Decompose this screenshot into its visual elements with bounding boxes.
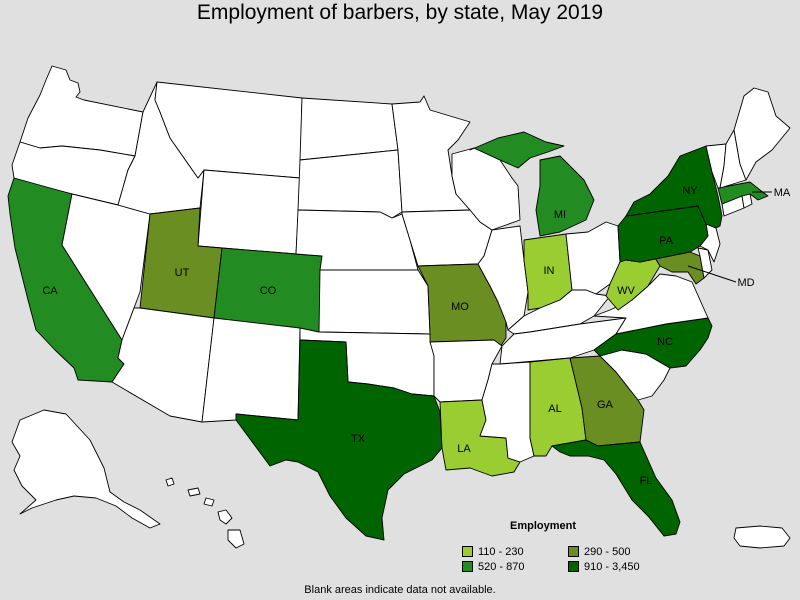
state-label-al: AL xyxy=(548,403,561,415)
state-tx[interactable] xyxy=(235,339,443,541)
state-hi[interactable] xyxy=(165,477,245,549)
state-shapes xyxy=(7,65,791,549)
state-nd[interactable] xyxy=(299,97,399,161)
state-label-fl: FL xyxy=(640,475,653,487)
state-ny[interactable] xyxy=(625,145,723,229)
state-label-ga: GA xyxy=(597,399,614,411)
state-label-in: IN xyxy=(544,265,555,277)
state-mi[interactable] xyxy=(469,131,595,237)
state-label-ca: CA xyxy=(42,285,58,297)
state-md[interactable] xyxy=(639,251,705,285)
state-label-mi: MI xyxy=(554,209,566,221)
state-il[interactable] xyxy=(477,225,529,331)
legend-item: 290 - 500 xyxy=(568,545,672,558)
state-label-md: MD xyxy=(737,277,754,289)
state-label-mo: MO xyxy=(451,301,469,313)
legend-title: Employment xyxy=(509,520,576,532)
state-ak[interactable] xyxy=(11,409,161,529)
state-labels: CA UT CO MO TX LA MI IN AL GA FL NC WV P… xyxy=(42,185,791,487)
state-sd[interactable] xyxy=(297,149,403,219)
state-label-ma: MA xyxy=(774,187,791,199)
legend-swatch xyxy=(462,546,473,557)
legend-item: 520 - 870 xyxy=(462,560,568,573)
map-title: Employment of barbers, by state, May 201… xyxy=(196,1,604,24)
legend-label: 520 - 870 xyxy=(478,560,525,573)
state-ne[interactable] xyxy=(295,209,419,271)
state-me[interactable] xyxy=(733,87,791,181)
state-nm[interactable] xyxy=(201,317,301,423)
legend-item: 910 - 3,450 xyxy=(568,560,672,573)
state-ma[interactable] xyxy=(717,181,769,205)
state-label-co: CO xyxy=(260,285,277,297)
state-label-la: LA xyxy=(457,443,471,455)
legend-swatch xyxy=(462,561,473,572)
legend-swatch xyxy=(568,546,579,557)
legend-swatch xyxy=(568,561,579,572)
legend-label: 290 - 500 xyxy=(584,545,631,558)
state-label-pa: PA xyxy=(659,235,674,247)
legend-grid: 110 - 230 290 - 500 520 - 870 910 - 3,45… xyxy=(462,545,672,573)
md-leader-line xyxy=(687,265,737,283)
state-fl[interactable] xyxy=(551,439,681,537)
state-label-ut: UT xyxy=(175,267,190,279)
state-ri[interactable] xyxy=(741,193,753,209)
state-label-tx: TX xyxy=(351,433,366,445)
state-wa[interactable] xyxy=(19,65,144,157)
footnote: Blank areas indicate data not available. xyxy=(304,584,496,596)
state-pr[interactable] xyxy=(733,525,791,549)
state-ks[interactable] xyxy=(318,269,431,335)
state-wy[interactable] xyxy=(197,169,301,255)
state-label-nc: NC xyxy=(657,336,673,348)
legend: Employment 110 - 230 290 - 500 520 - 870… xyxy=(462,520,672,573)
state-label-wv: WV xyxy=(617,285,635,297)
state-az[interactable] xyxy=(111,307,215,423)
legend-item: 110 - 230 xyxy=(462,545,568,558)
state-label-ny: NY xyxy=(682,185,698,197)
legend-label: 910 - 3,450 xyxy=(584,560,640,573)
legend-label: 110 - 230 xyxy=(478,545,524,558)
